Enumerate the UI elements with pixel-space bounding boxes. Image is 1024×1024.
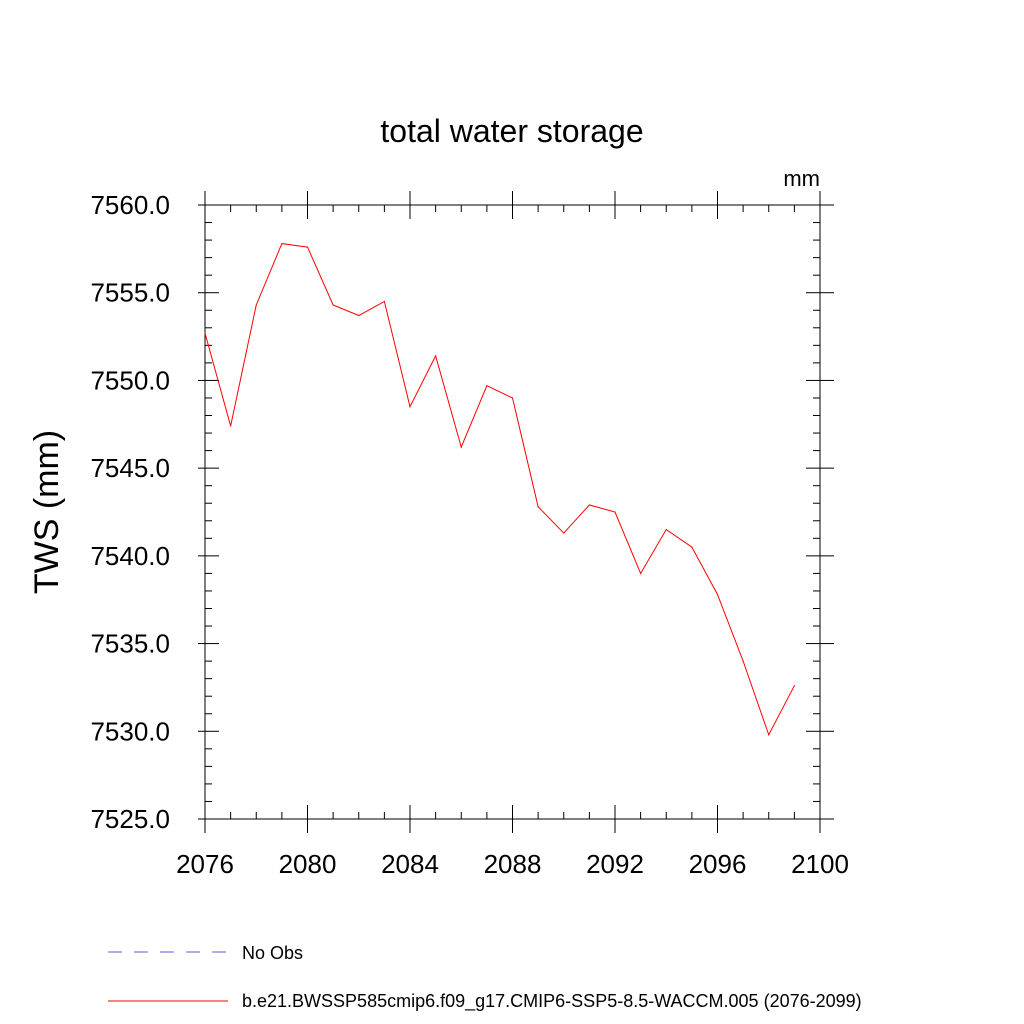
x-tick-label: 2092 [586,849,644,879]
data-point [793,685,795,687]
data-point [768,734,770,736]
data-point [332,304,334,306]
data-point [511,397,514,399]
data-point [716,593,719,596]
data-point [537,506,539,508]
series-group [204,242,795,737]
y-tick-label: 7530.0 [90,716,170,746]
data-point [409,406,411,408]
series-line [204,243,795,737]
x-tick-label: 2080 [279,849,337,879]
data-point [486,385,488,387]
data-point [665,528,667,531]
y-axis-label: TWS (mm) [28,430,66,594]
x-tick-label: 2084 [381,849,439,879]
y-tick-label: 7525.0 [90,804,170,834]
data-point [383,300,385,303]
data-point [204,332,206,334]
data-point [435,355,437,357]
data-point [742,660,744,662]
data-point [306,246,309,248]
y-tick-label: 7555.0 [90,278,170,308]
series-layer [204,242,795,737]
data-point [691,546,693,548]
y-tick-label: 7545.0 [90,453,170,483]
x-tick-label: 2076 [176,849,234,879]
data-point [230,425,232,427]
y-tick-label: 7540.0 [90,541,170,571]
y-tick-label: 7535.0 [90,629,170,659]
data-point [588,504,590,506]
y-tick-label: 7550.0 [90,365,170,395]
units-label: mm [783,166,820,191]
y-tick-label: 7560.0 [90,190,170,220]
data-point [281,242,283,245]
legend-label-model: b.e21.BWSSP585cmip6.f09_g17.CMIP6-SSP5-8… [242,991,862,1012]
data-point [563,532,565,534]
plot-frame [204,204,821,820]
data-point [640,572,642,575]
data-point [358,314,360,317]
x-tick-label: 2088 [484,849,542,879]
data-point [255,304,257,306]
data-point [614,511,616,513]
legend-label-no-obs: No Obs [242,943,303,963]
data-point [460,446,462,448]
x-tick-label: 2096 [689,849,747,879]
chart-title: total water storage [380,113,643,149]
x-tick-label: 2100 [791,849,849,879]
legend: No Obs b.e21.BWSSP585cmip6.f09_g17.CMIP6… [108,943,862,1012]
axis-tick-labels: 7525.0 7530.0 7535.0 7540.0 7545.0 7550.0 7555… [90,190,848,879]
